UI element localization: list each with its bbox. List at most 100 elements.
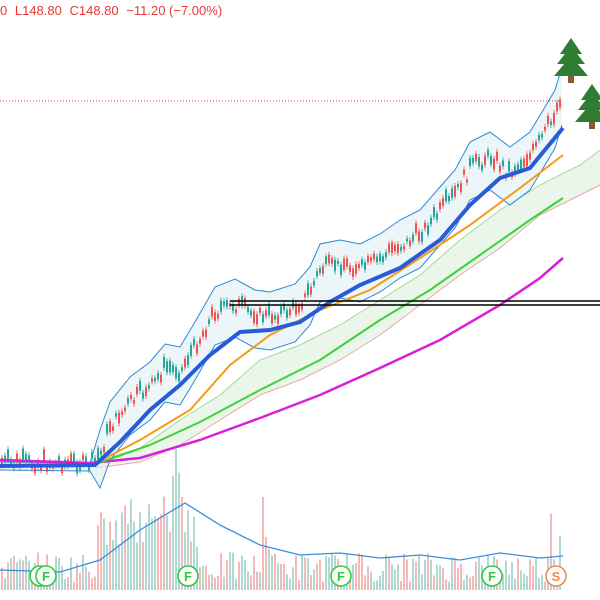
volume-bar [124, 505, 126, 590]
candle-body [319, 268, 321, 273]
candle-body [427, 225, 429, 235]
volume-bar [139, 512, 141, 590]
candle-body [439, 202, 441, 210]
volume-bar [250, 575, 252, 590]
volume-bar [349, 579, 351, 590]
candle-body [517, 164, 519, 170]
candle-body [16, 453, 18, 463]
candle-body [520, 159, 522, 171]
volume-bar [214, 577, 216, 590]
candle-body [376, 256, 378, 263]
volume-bar [511, 562, 513, 590]
volume-bar [358, 553, 360, 590]
candle-body [544, 126, 546, 131]
volume-bar [322, 581, 324, 590]
event-marker-earnings: F [177, 565, 199, 587]
candle-body [463, 169, 465, 175]
candle-body [97, 448, 99, 460]
candle-body [499, 165, 501, 172]
candle-body [199, 339, 201, 344]
candle-body [307, 283, 309, 296]
volume-bar [64, 579, 66, 590]
candle-body [250, 310, 252, 316]
volume-bar [460, 564, 462, 590]
candle-body [418, 231, 420, 242]
volume-bar [235, 578, 237, 590]
volume-bar [541, 574, 543, 590]
cloud-top-line [94, 149, 600, 463]
candle-body [181, 367, 183, 371]
candle-body [1, 457, 3, 466]
event-marker-circle [481, 565, 503, 587]
candle-body [193, 339, 195, 346]
candle-body [85, 456, 87, 463]
ema-green-line [89, 197, 564, 467]
cloud-bottom-line [94, 184, 600, 469]
tree-trunk [568, 76, 574, 83]
candle-body [322, 266, 324, 274]
volume-bar [100, 512, 102, 590]
candle-body [496, 151, 498, 161]
volume-bar [526, 576, 528, 590]
volume-bar [514, 578, 516, 590]
candle-body [100, 450, 102, 455]
volume-bar [169, 531, 171, 590]
candle-body [82, 454, 84, 461]
volume-bar [256, 571, 258, 590]
candle-body [493, 158, 495, 170]
candle-body [124, 407, 126, 412]
candle-body [175, 366, 177, 379]
candle-body [409, 240, 411, 247]
volume-bar [220, 553, 222, 590]
volume-bar [310, 575, 312, 590]
candle-body [7, 449, 9, 461]
event-marker-split: S [545, 565, 567, 587]
volume-bar [271, 555, 273, 590]
volume-bar [283, 563, 285, 590]
candle-body [361, 259, 363, 265]
candle-body [421, 232, 423, 243]
candle-body [547, 115, 549, 125]
volume-bar [238, 561, 240, 590]
candle-body [112, 426, 114, 431]
candle-body [22, 448, 24, 460]
candle-body [538, 134, 540, 141]
volume-bar [166, 515, 168, 590]
candle-body [91, 452, 93, 459]
candle-body [340, 264, 342, 276]
volume-bar [202, 565, 204, 590]
volume-bar [328, 557, 330, 590]
candle-body [127, 398, 129, 404]
volume-bar [484, 578, 486, 590]
ichimoku-cloud [94, 149, 600, 469]
candle-body [244, 298, 246, 306]
volume-bar [121, 512, 123, 590]
candle-body [133, 399, 135, 404]
volume-bar [523, 573, 525, 590]
candle-body [205, 329, 207, 338]
volume-bar [154, 516, 156, 590]
volume-bar [427, 553, 429, 590]
volume-bar [559, 535, 561, 590]
candle-body [502, 160, 504, 167]
change-value: −11.20 (−7.00%) [126, 3, 223, 18]
volume-bar [187, 510, 189, 590]
tree-icons [554, 38, 600, 129]
candle-body [286, 310, 288, 318]
volume-bar [85, 566, 87, 590]
volume-bar [298, 579, 300, 590]
candle-body [19, 459, 21, 468]
volume-bar [319, 559, 321, 590]
candle-body [433, 207, 435, 218]
volume-bar [286, 574, 288, 590]
candle-body [316, 271, 318, 277]
volume-bar [88, 571, 90, 590]
candle-body [148, 385, 150, 389]
volume-bar [97, 525, 99, 590]
candle-body [424, 222, 426, 229]
candle-body [265, 310, 267, 317]
candle-body [529, 152, 531, 160]
candle-body [196, 344, 198, 354]
event-marker-label: S [552, 569, 561, 584]
